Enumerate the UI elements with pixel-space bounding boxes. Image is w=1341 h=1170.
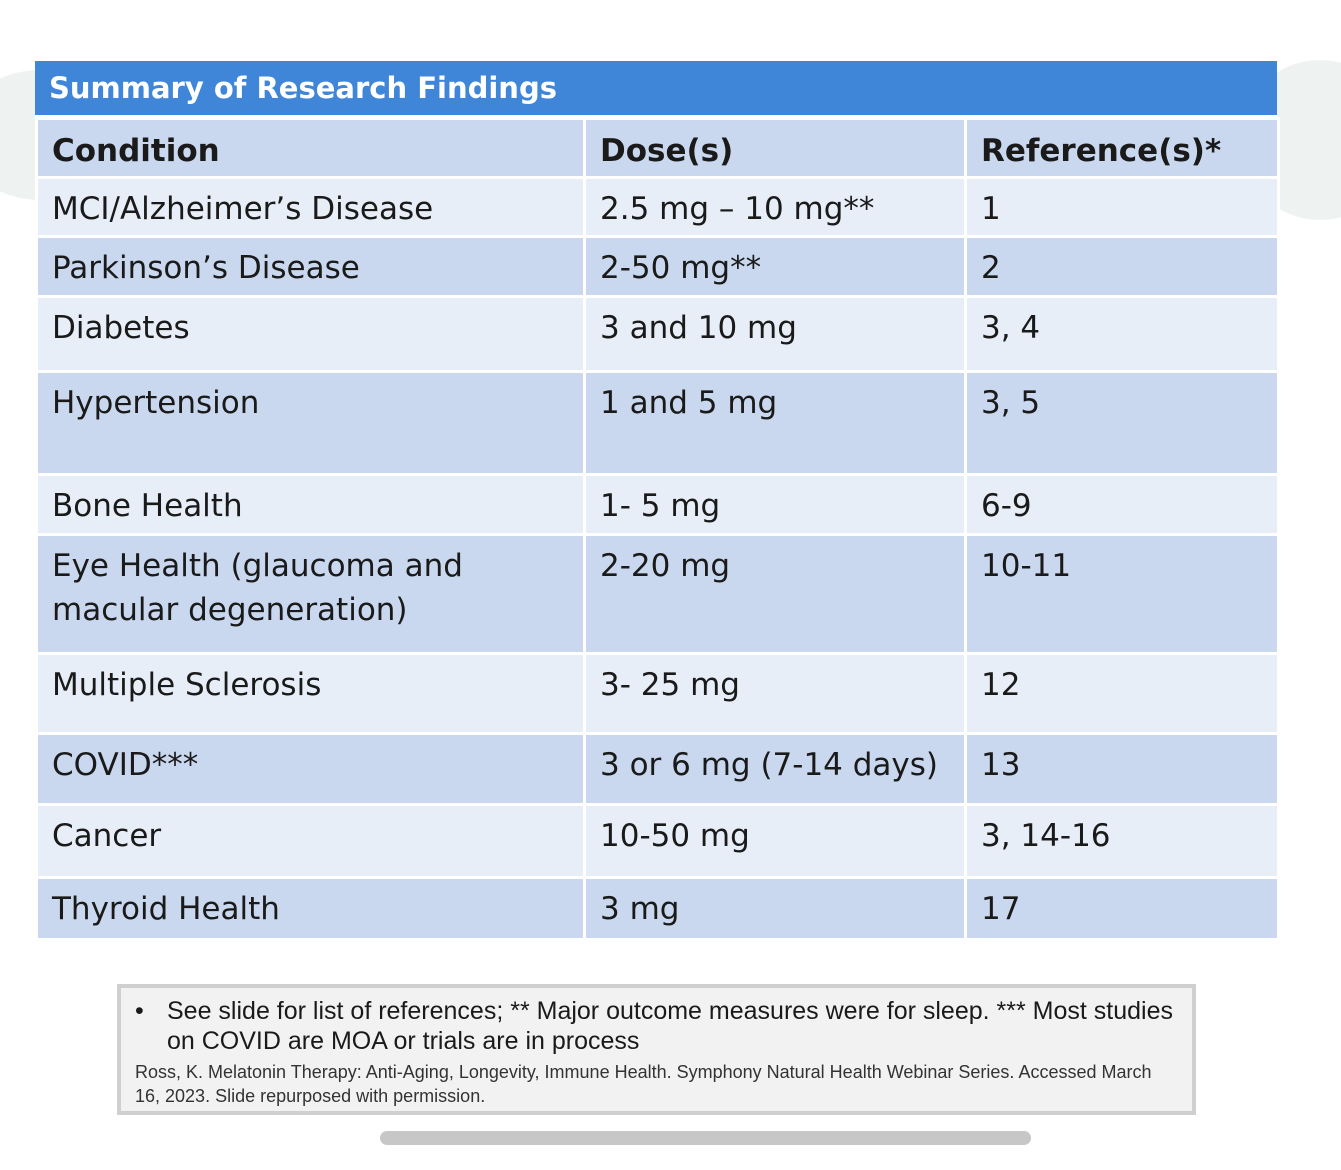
condition-cell: Bone Health — [35, 473, 586, 536]
reference-cell: 10-11 — [964, 533, 1280, 655]
dose-cell: 3 and 10 mg — [583, 295, 967, 373]
reference-cell: 17 — [964, 876, 1280, 941]
reference-cell: 3, 14-16 — [964, 803, 1280, 879]
reference-cell: 12 — [964, 652, 1280, 735]
table-row: Parkinson’s Disease 2-50 mg** 2 — [35, 235, 1280, 298]
reference-cell: 13 — [964, 732, 1280, 806]
slide: Summary of Research Findings Condition D… — [35, 61, 1280, 941]
condition-cell: Thyroid Health — [35, 876, 586, 941]
dose-cell: 2-20 mg — [583, 533, 967, 655]
dose-cell: 2.5 mg – 10 mg** — [583, 176, 967, 238]
table-row: Diabetes 3 and 10 mg 3, 4 — [35, 295, 1280, 373]
reference-cell: 6-9 — [964, 473, 1280, 536]
dose-cell: 1- 5 mg — [583, 473, 967, 536]
table-row: Bone Health 1- 5 mg 6-9 — [35, 473, 1280, 536]
condition-cell: Cancer — [35, 803, 586, 879]
dose-cell: 3 mg — [583, 876, 967, 941]
condition-cell: COVID*** — [35, 732, 586, 806]
condition-cell: Multiple Sclerosis — [35, 652, 586, 735]
bullet-icon: • — [135, 997, 144, 1025]
reference-cell: 3, 4 — [964, 295, 1280, 373]
dose-cell: 3- 25 mg — [583, 652, 967, 735]
reference-cell: 1 — [964, 176, 1280, 238]
reference-cell: 2 — [964, 235, 1280, 298]
condition-cell: Hypertension — [35, 370, 586, 476]
dose-cell: 3 or 6 mg (7-14 days) — [583, 732, 967, 806]
column-header-condition: Condition — [35, 117, 586, 179]
table-row: Eye Health (glaucoma and macular degener… — [35, 533, 1280, 655]
table-row: Thyroid Health 3 mg 17 — [35, 876, 1280, 941]
condition-cell: Parkinson’s Disease — [35, 235, 586, 298]
table-row: MCI/Alzheimer’s Disease 2.5 mg – 10 mg**… — [35, 176, 1280, 238]
table-row: Multiple Sclerosis 3- 25 mg 12 — [35, 652, 1280, 735]
condition-cell: Diabetes — [35, 295, 586, 373]
dose-cell: 10-50 mg — [583, 803, 967, 879]
footnote-citation: Ross, K. Melatonin Therapy: Anti-Aging, … — [135, 1062, 1152, 1106]
table-row: Hypertension 1 and 5 mg 3, 5 — [35, 370, 1280, 476]
column-header-references: Reference(s)* — [964, 117, 1280, 179]
column-header-doses: Dose(s) — [583, 117, 967, 179]
findings-table: Condition Dose(s) Reference(s)* MCI/Alzh… — [35, 117, 1280, 941]
table-header-row: Condition Dose(s) Reference(s)* — [35, 117, 1280, 179]
footnote-text: See slide for list of references; ** Maj… — [167, 997, 1173, 1055]
horizontal-scrollbar[interactable] — [380, 1131, 1031, 1145]
footnote-box: • See slide for list of references; ** M… — [117, 984, 1196, 1115]
footnote-main: • See slide for list of references; ** M… — [135, 996, 1178, 1056]
dose-cell: 1 and 5 mg — [583, 370, 967, 476]
dose-cell: 2-50 mg** — [583, 235, 967, 298]
condition-cell: Eye Health (glaucoma and macular degener… — [35, 533, 586, 655]
table-row: COVID*** 3 or 6 mg (7-14 days) 13 — [35, 732, 1280, 806]
table-row: Cancer 10-50 mg 3, 14-16 — [35, 803, 1280, 879]
title-bar: Summary of Research Findings — [35, 61, 1277, 117]
condition-cell: MCI/Alzheimer’s Disease — [35, 176, 586, 238]
slide-title: Summary of Research Findings — [49, 71, 557, 105]
reference-cell: 3, 5 — [964, 370, 1280, 476]
